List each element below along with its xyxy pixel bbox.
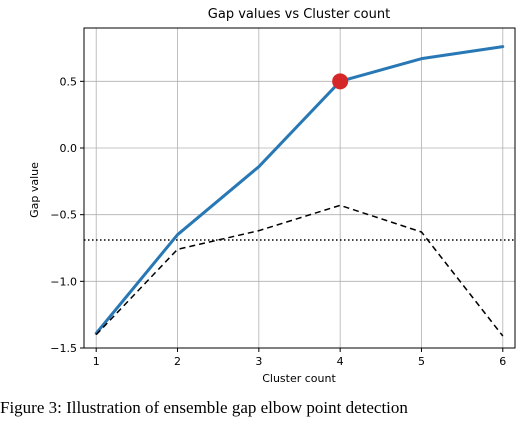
y-tick-label: 0.0 — [60, 142, 78, 155]
elbow-point — [332, 73, 349, 90]
grid-lines — [84, 28, 515, 349]
x-tick-label: 4 — [337, 355, 344, 368]
y-tick-label: −1.0 — [50, 275, 77, 288]
y-tick-label: 0.5 — [60, 75, 78, 88]
y-axis-label: Gap value — [28, 162, 41, 218]
chart-title: Gap values vs Cluster count — [208, 7, 390, 22]
dashed-series-line — [95, 204, 504, 337]
x-tick-label: 2 — [174, 355, 181, 368]
x-tick-label: 1 — [93, 355, 100, 368]
y-tick-label: −1.5 — [50, 342, 77, 355]
y-tick-label: −0.5 — [50, 209, 77, 222]
x-tick-label: 3 — [255, 355, 262, 368]
y-ticks: 0.5 0.0 −0.5 −1.0 −1.5 — [50, 75, 84, 355]
x-tick-label: 5 — [418, 355, 425, 368]
series-group — [94, 45, 505, 337]
highlight-group — [332, 73, 349, 90]
x-axis-label: Cluster count — [262, 372, 336, 385]
gap-series-line — [94, 45, 505, 335]
x-tick-label: 6 — [499, 355, 506, 368]
figure-caption: Figure 3: Illustration of ensemble gap e… — [0, 398, 408, 417]
x-ticks: 1 2 3 4 5 6 — [93, 348, 506, 368]
plot-frame — [83, 27, 516, 349]
